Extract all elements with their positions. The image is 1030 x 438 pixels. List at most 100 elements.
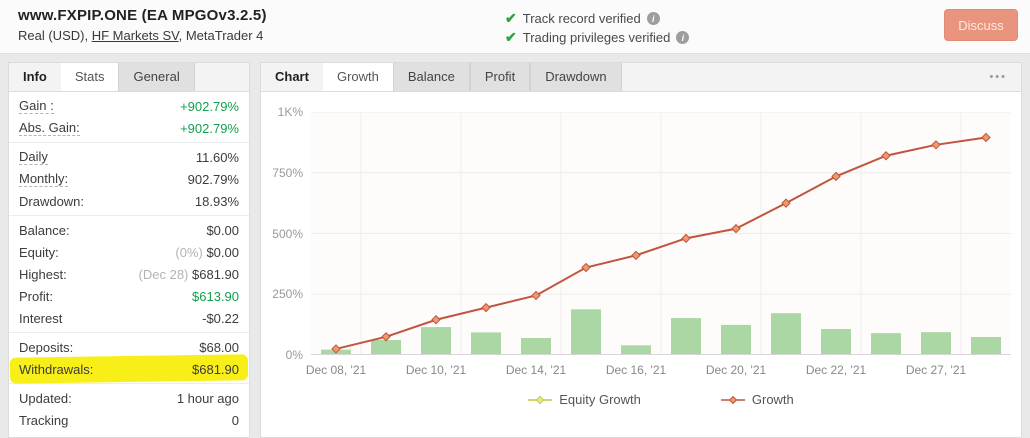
growth-point-marker — [531, 290, 541, 301]
chart-legend: Equity Growth Growth — [311, 392, 1011, 407]
stat-label-highest: Highest: — [19, 266, 67, 282]
x-axis-label: Dec 08, '21 — [305, 363, 367, 377]
stat-row-gain: Gain : +902.79% — [9, 95, 249, 117]
account-subtitle: Real (USD), HF Markets SV, MetaTrader 4 — [18, 28, 267, 43]
tab-info[interactable]: Info — [23, 69, 47, 84]
equity-bar — [471, 332, 501, 355]
stats-list: Gain : +902.79% Abs. Gain: +902.79% Daily 11.… — [9, 92, 249, 434]
legend-item-growth[interactable]: Growth — [720, 392, 794, 407]
legend-label: Equity Growth — [559, 392, 641, 407]
stat-label-deposits: Deposits: — [19, 339, 74, 355]
growth-markers — [331, 132, 991, 354]
tab-stats[interactable]: Stats — [60, 63, 119, 91]
y-axis-label: 750% — [272, 165, 303, 180]
stat-row-monthly: Monthly: 902.79% — [9, 168, 249, 190]
equity-bar — [771, 313, 801, 355]
stat-value-highest: (Dec 28) $681.90 — [138, 266, 239, 282]
stat-group: Gain : +902.79% Abs. Gain: +902.79% — [9, 92, 249, 143]
equity-bar — [521, 337, 551, 355]
tab-growth[interactable]: Growth — [322, 63, 393, 91]
growth-point-marker — [381, 332, 391, 342]
x-axis-label: Dec 14, '21 — [505, 363, 567, 377]
equity-bar — [421, 327, 451, 355]
stat-label-interest: Interest — [19, 310, 63, 326]
verification-badges: ✔ Track record verified i ✔ Trading priv… — [505, 9, 690, 47]
stat-value-daily: 11.60% — [195, 149, 239, 165]
legend-marker-icon — [720, 395, 745, 404]
equity-bar — [971, 337, 1001, 355]
stat-row-interest: Interest -$0.22 — [9, 307, 249, 329]
chart-panel: Chart Growth Balance Profit Drawdown ••• 0% 25… — [260, 62, 1022, 438]
x-axis-label: Dec 20, '21 — [705, 363, 767, 377]
stat-label-daily[interactable]: Daily — [19, 149, 48, 165]
x-axis-label: Dec 27, '21 — [905, 363, 967, 377]
track-record-badge: ✔ Track record verified i — [505, 9, 689, 28]
page-header: www.FXPIP.ONE (EA MPGOv3.2.5) Real (USD)… — [0, 0, 1030, 54]
stat-group: Balance: $0.00 Equity: (0%) $0.00 Highest: (D… — [9, 216, 249, 333]
stats-panel: Info Stats General Gain : +902.79% Abs. Gain… — [8, 62, 250, 438]
stat-row-profit: Profit: $613.90 — [9, 285, 249, 307]
y-axis-label: 500% — [272, 226, 303, 241]
growth-chart: 0% 250% 500% 750% 1K% Dec 08, '21 Dec 10, '21 D… — [261, 92, 1021, 437]
stat-label-gain[interactable]: Gain : — [19, 98, 54, 114]
stat-label-profit: Profit: — [19, 288, 53, 304]
legend-label: Growth — [751, 392, 794, 407]
stat-value-drawdown: 18.93% — [194, 193, 239, 209]
stat-label-withdrawals: Withdrawals: — [19, 361, 94, 377]
tab-balance[interactable]: Balance — [392, 63, 470, 91]
legend-item-equity-growth[interactable]: Equity Growth — [528, 392, 641, 407]
stat-row-drawdown: Drawdown: 18.93% — [9, 190, 249, 212]
stat-label-balance: Balance: — [19, 222, 70, 238]
broker-link[interactable]: HF Markets SV — [91, 28, 179, 43]
stat-row-deposits: Deposits: $68.00 — [9, 336, 249, 358]
stat-label-monthly[interactable]: Monthly: — [19, 171, 69, 187]
stat-label-updated: Updated: — [19, 390, 72, 406]
stat-value-monthly: 902.79% — [187, 171, 239, 187]
x-axis-label: Dec 10, '21 — [405, 363, 467, 377]
stat-value-balance: $0.00 — [206, 222, 239, 238]
stat-row-equity: Equity: (0%) $0.00 — [9, 241, 249, 263]
stat-row-tracking: Tracking 0 — [9, 409, 249, 431]
chart-panel-tabs: Chart Growth Balance Profit Drawdown ••• — [261, 63, 1021, 92]
stat-value-tracking: 0 — [231, 412, 239, 428]
info-icon[interactable]: i — [676, 31, 690, 44]
check-icon: ✔ — [505, 29, 517, 45]
stat-group: Deposits: $68.00 Withdrawals: $681.90 — [9, 333, 249, 384]
ellipsis-menu-icon[interactable]: ••• — [989, 71, 1007, 83]
y-axis-label: 1K% — [277, 105, 303, 119]
y-axis-label: 250% — [272, 287, 303, 302]
growth-point-marker — [731, 223, 741, 234]
tab-drawdown[interactable]: Drawdown — [530, 63, 622, 91]
legend-marker-icon — [528, 395, 553, 404]
growth-point-marker — [581, 262, 591, 273]
stat-value-withdrawals: $681.90 — [192, 361, 239, 377]
tab-profit[interactable]: Profit — [469, 63, 531, 91]
growth-point-marker — [931, 140, 941, 150]
info-icon[interactable]: i — [646, 12, 660, 25]
discuss-button[interactable]: Discuss — [944, 9, 1018, 41]
stat-row-withdrawals: Withdrawals: $681.90 — [9, 358, 249, 380]
trading-privileges-badge: ✔ Trading privileges verified i — [505, 28, 690, 47]
stat-row-highest: Highest: (Dec 28) $681.90 — [9, 263, 249, 285]
growth-point-marker — [431, 315, 441, 325]
tab-chart[interactable]: Chart — [275, 69, 309, 84]
stat-value-muted: (0%) — [175, 244, 207, 260]
stat-label-abs-gain[interactable]: Abs. Gain: — [19, 120, 80, 136]
growth-line — [335, 136, 987, 350]
stat-value-interest: -$0.22 — [202, 310, 239, 326]
stat-row-abs-gain: Abs. Gain: +902.79% — [9, 117, 249, 139]
tab-general[interactable]: General — [118, 63, 195, 91]
stat-group: Daily 11.60% Monthly: 902.79% Drawdown: 18.93… — [9, 143, 249, 216]
stat-value-abs-gain: +902.79% — [180, 120, 239, 136]
chart-plot-area — [311, 111, 1011, 355]
y-axis-label: 0% — [285, 348, 303, 362]
stat-value-deposits: $68.00 — [199, 339, 239, 355]
stats-panel-tabs: Info Stats General — [9, 63, 249, 92]
account-title: www.FXPIP.ONE (EA MPGOv3.2.5) — [18, 7, 267, 24]
equity-bar — [371, 339, 401, 355]
badge-label: Trading privileges verified — [522, 30, 671, 45]
stat-row-daily: Daily 11.60% — [9, 146, 249, 168]
equity-bar — [871, 333, 901, 355]
growth-point-marker — [981, 132, 991, 143]
stat-value-equity: (0%) $0.00 — [175, 244, 239, 260]
